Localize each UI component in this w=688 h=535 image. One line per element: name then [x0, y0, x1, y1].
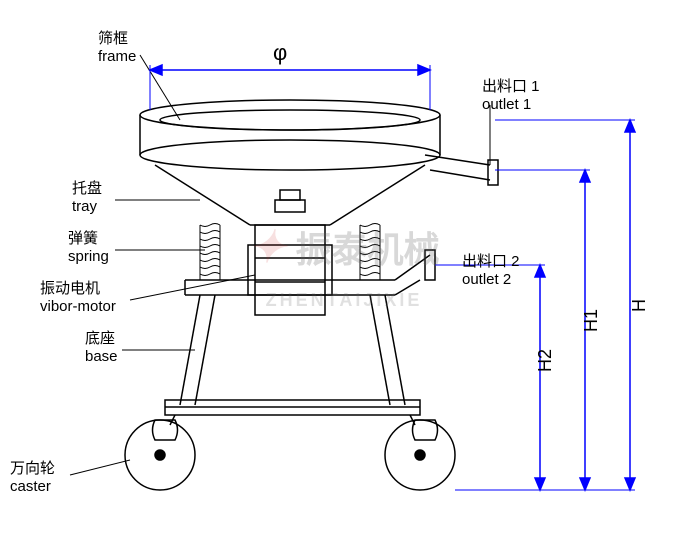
motor-cn: 振动电机 [40, 280, 100, 297]
caster-en: caster [10, 478, 51, 495]
tray-en: tray [72, 198, 97, 215]
outlet1-cn: 出料口 1 [482, 78, 540, 95]
frame-en: frame [98, 48, 136, 65]
frame-cn: 筛框 [98, 30, 128, 47]
caster-cn: 万向轮 [10, 460, 55, 477]
outlet1-label: 出料口 1 outlet 1 [482, 78, 540, 114]
h1-label: H1 [581, 309, 602, 332]
spring-label: 弹簧 spring [68, 230, 109, 266]
base-cn: 底座 [85, 330, 115, 347]
base-label: 底座 base [85, 330, 118, 366]
tray-label: 托盘 tray [72, 180, 102, 216]
h-label: H [629, 299, 650, 312]
diameter-label: φ [273, 40, 287, 66]
outlet2-label: 出料口 2 outlet 2 [462, 253, 520, 289]
outlet2-cn: 出料口 2 [462, 253, 520, 270]
motor-en: vibor-motor [40, 298, 116, 315]
base-en: base [85, 348, 118, 365]
spring-cn: 弹簧 [68, 230, 98, 247]
spring-en: spring [68, 248, 109, 265]
diagram-svg [0, 0, 688, 535]
outlet1-en: outlet 1 [482, 96, 531, 113]
h2-label: H2 [535, 349, 556, 372]
motor-label: 振动电机 vibor-motor [40, 280, 116, 316]
frame-label: 筛框 frame [98, 30, 136, 66]
tray-cn: 托盘 [72, 180, 102, 197]
outlet2-en: outlet 2 [462, 271, 511, 288]
caster-label: 万向轮 caster [10, 460, 55, 496]
